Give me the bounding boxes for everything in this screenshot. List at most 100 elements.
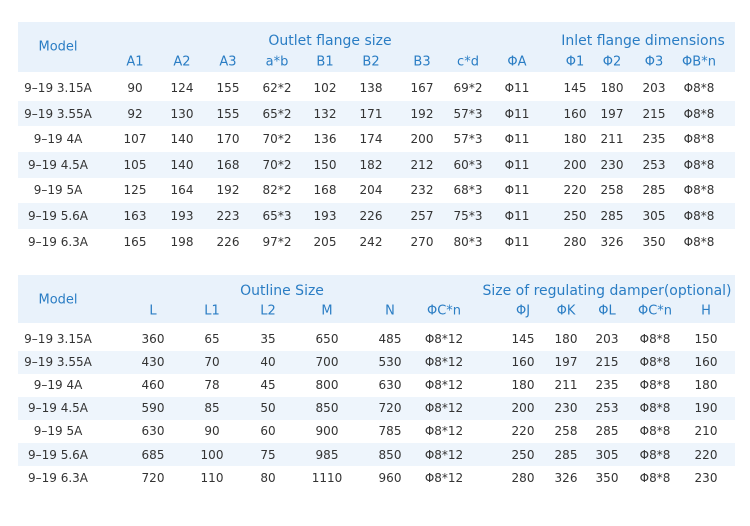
table-cell: Φ8*12: [424, 424, 464, 439]
table-cell: 630: [141, 424, 165, 439]
table-cell: 171: [359, 106, 383, 121]
table-cell: Φ8*12: [424, 447, 464, 462]
table-cell: 110: [200, 470, 224, 485]
model-cell: 9–19 4A: [33, 378, 83, 393]
column-header: M: [321, 303, 333, 319]
table-cell: 1110: [311, 470, 343, 485]
table-cell: 350: [642, 234, 666, 249]
model-cell: 9–19 6.3A: [27, 470, 89, 485]
table-cell: 280: [511, 470, 535, 485]
table-cell: 68*3: [453, 183, 483, 198]
group-header: Inlet flange dimensions: [561, 33, 725, 49]
column-header: Φ1: [565, 54, 585, 70]
table-cell: 258: [600, 183, 624, 198]
table-cell: 200: [511, 401, 535, 416]
column-header: L1: [204, 303, 220, 319]
table-cell: 97*2: [262, 234, 292, 249]
table-cell: 630: [378, 378, 402, 393]
table-cell: Φ8*8: [639, 332, 671, 346]
table-cell: 80: [260, 470, 276, 485]
table-cell: 75: [260, 447, 276, 462]
column-header: ΦK: [556, 303, 576, 319]
table-cell: 130: [170, 106, 194, 121]
table-cell: 720: [378, 401, 402, 416]
table-cell: 850: [315, 401, 339, 416]
column-header: A2: [173, 54, 191, 70]
table-cell: 205: [313, 234, 337, 249]
table-cell: 211: [600, 132, 624, 147]
table-cell: 155: [216, 81, 240, 95]
table-cell: 145: [511, 332, 535, 346]
table-cell: 60: [260, 424, 276, 439]
table-cell: 960: [378, 470, 402, 485]
table-cell: 220: [511, 424, 535, 439]
table-cell: 223: [216, 209, 240, 223]
table-cell: 326: [600, 234, 624, 249]
table-cell: 235: [595, 378, 619, 393]
table-cell: 132: [313, 106, 337, 121]
table-cell: Φ8*8: [683, 234, 715, 249]
table-cell: 230: [694, 470, 718, 485]
group-header: Outlet flange size: [268, 33, 392, 49]
model-cell: 9–19 3.55A: [24, 355, 92, 370]
table-cell: Φ11: [504, 209, 530, 223]
table-cell: 285: [554, 447, 578, 462]
table-cell: 50: [260, 401, 276, 416]
table-cell: 75*3: [453, 209, 483, 223]
table-cell: 57*3: [453, 106, 483, 121]
column-header: B1: [316, 54, 334, 70]
column-header: a*b: [265, 54, 289, 70]
table-cell: 163: [123, 209, 147, 223]
table-cell: Φ11: [504, 106, 530, 121]
table-cell: 685: [141, 447, 165, 462]
table-cell: 230: [600, 157, 624, 172]
table-cell: 150: [694, 332, 718, 346]
table-cell: 78: [204, 378, 220, 393]
column-header: A1: [126, 54, 144, 70]
table-cell: 70: [204, 355, 220, 370]
table-cell: 140: [170, 157, 194, 172]
table-cell: 192: [410, 106, 434, 121]
table-cell: 165: [123, 234, 147, 249]
table-cell: 285: [595, 424, 619, 439]
table-cell: 174: [359, 132, 383, 147]
table-cell: 180: [511, 378, 535, 393]
table-cell: 155: [216, 106, 240, 121]
column-header: c*d: [457, 54, 479, 70]
table-cell: Φ11: [504, 234, 530, 249]
table-cell: 360: [141, 332, 165, 346]
table-cell: 170: [216, 132, 240, 147]
row-band: [18, 100, 735, 127]
table-cell: 45: [260, 378, 276, 393]
model-cell: 9–19 3.15A: [24, 332, 92, 346]
table-cell: Φ8*8: [639, 378, 671, 393]
table-cell: 70*2: [262, 132, 292, 147]
table-cell: 242: [359, 234, 383, 249]
table-cell: 226: [216, 234, 240, 249]
model-cell: 9–19 5A: [33, 424, 83, 439]
column-header: ΦL: [598, 303, 616, 319]
table-cell: 900: [315, 424, 339, 439]
table-cell: 62*2: [262, 81, 292, 95]
table-cell: 850: [378, 447, 402, 462]
table-cell: 270: [410, 234, 434, 249]
table-cell: Φ8*8: [683, 81, 715, 95]
table-cell: Φ8*8: [683, 157, 715, 172]
table-cell: Φ8*8: [639, 447, 671, 462]
table-cell: 250: [511, 447, 535, 462]
table-cell: 60*3: [453, 157, 483, 172]
table-cell: 193: [313, 209, 337, 223]
table-cell: 40: [260, 355, 276, 370]
table-cell: 230: [554, 401, 578, 416]
table-cell: 102: [313, 81, 337, 95]
table-cell: 65*3: [262, 209, 292, 223]
column-header: A3: [219, 54, 237, 70]
model-cell: 9–19 3.15A: [24, 81, 92, 95]
table-cell: Φ8*8: [683, 132, 715, 147]
table-cell: Φ8*12: [424, 401, 464, 416]
table-cell: 136: [313, 132, 337, 147]
group-header: Outline Size: [240, 283, 324, 299]
table-cell: 650: [315, 332, 339, 346]
table-cell: 100: [200, 447, 224, 462]
table-cell: 192: [216, 183, 240, 198]
